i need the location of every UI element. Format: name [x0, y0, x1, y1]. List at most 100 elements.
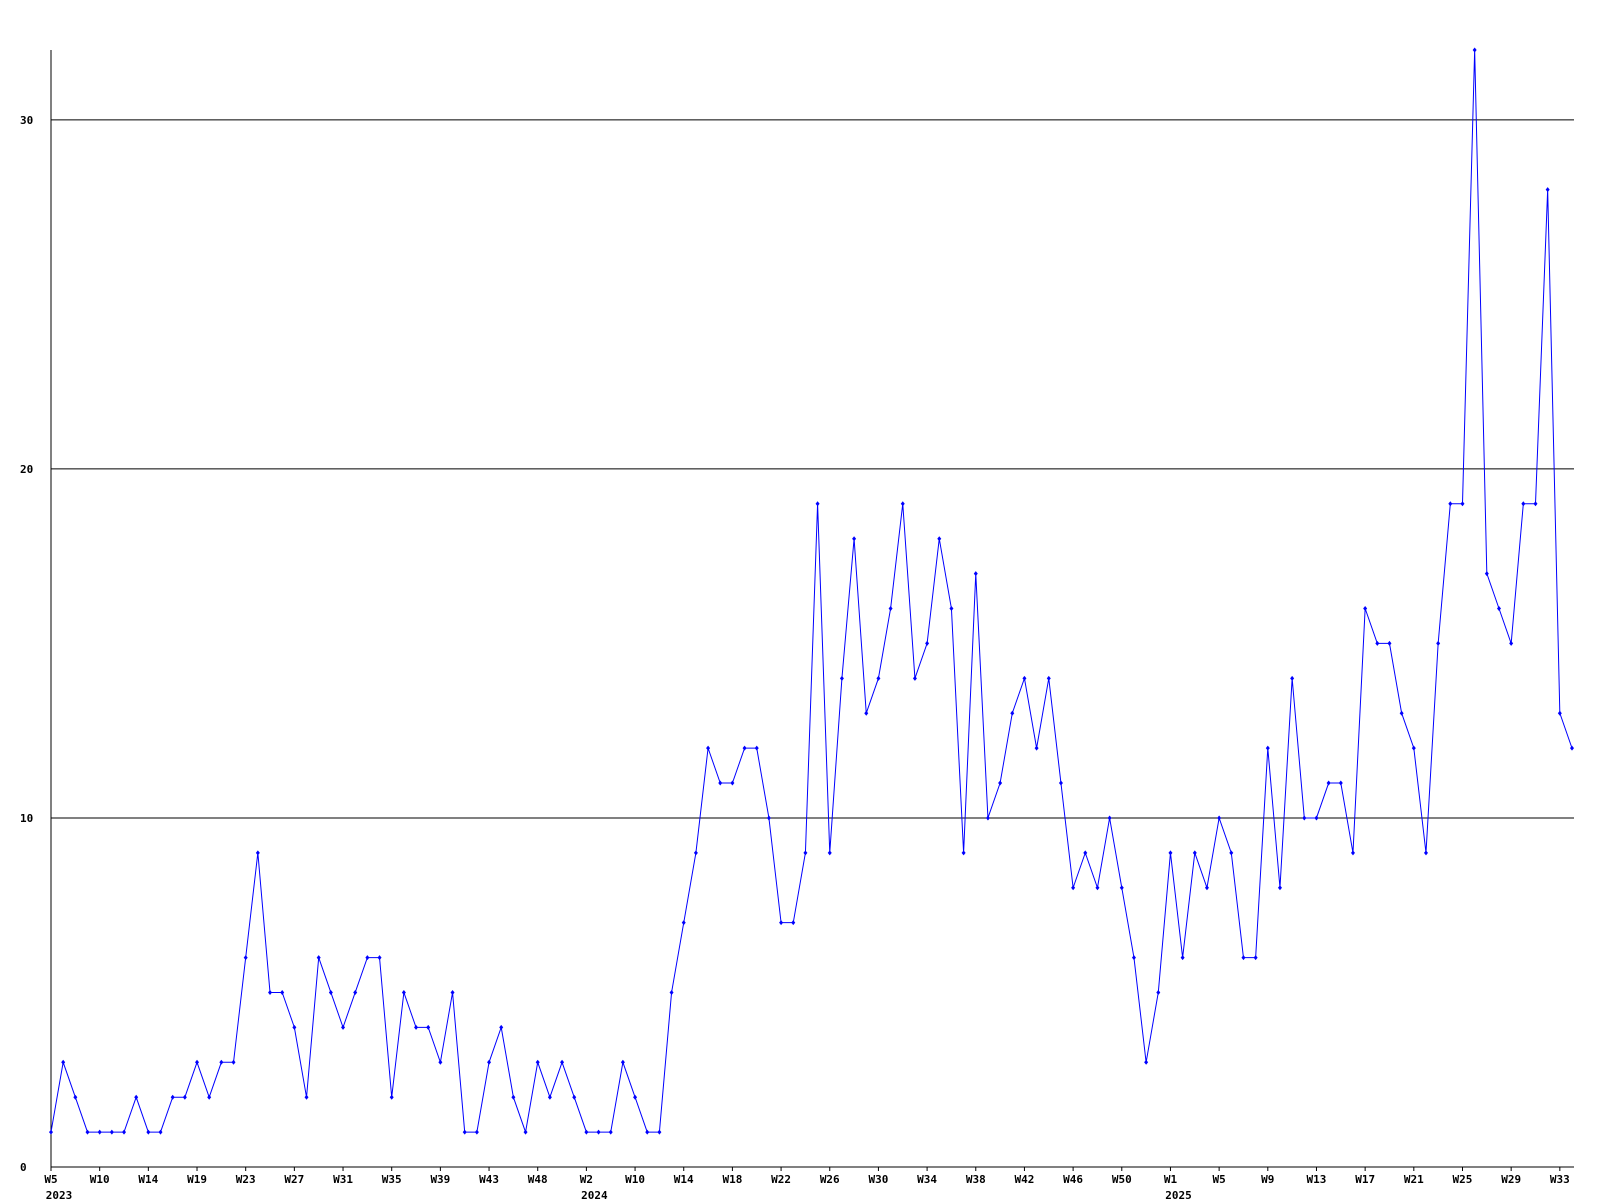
x-tick-label: W31: [333, 1173, 353, 1186]
data-point: [474, 1129, 479, 1135]
data-point: [1217, 815, 1222, 821]
data-point: [1071, 885, 1076, 891]
data-point: [146, 1129, 151, 1135]
data-point: [487, 1059, 492, 1065]
data-point: [389, 1094, 394, 1100]
data-point: [219, 1059, 224, 1065]
series-line: [50, 49, 1573, 1135]
data-point: [1326, 780, 1331, 786]
data-point: [1484, 571, 1489, 577]
data-point: [1277, 885, 1282, 891]
x-tick-label: W48: [528, 1173, 548, 1186]
data-point: [195, 1059, 200, 1065]
data-point: [1180, 955, 1185, 961]
data-point: [316, 955, 321, 961]
x-tick-label: W26: [820, 1173, 840, 1186]
data-point: [292, 1024, 297, 1030]
x-year-label: 2025: [1165, 1189, 1192, 1200]
data-point: [1034, 745, 1039, 751]
x-tick-label: W1: [1164, 1173, 1178, 1186]
data-point: [1083, 850, 1088, 856]
data-point: [681, 920, 686, 926]
data-point: [1557, 710, 1562, 716]
x-tick-label: W25: [1453, 1173, 1473, 1186]
data-point: [864, 710, 869, 716]
data-point: [207, 1094, 212, 1100]
data-point: [718, 780, 723, 786]
y-tick-label: 20: [20, 463, 33, 476]
data-point: [888, 606, 893, 611]
data-point: [1302, 815, 1307, 821]
data-point: [633, 1094, 638, 1100]
data-point: [949, 606, 954, 611]
data-point: [1241, 955, 1246, 961]
data-point: [973, 571, 978, 577]
x-tick-label: W34: [917, 1173, 937, 1186]
x-tick-label: W18: [722, 1173, 742, 1186]
data-point: [1290, 675, 1295, 681]
data-point: [791, 920, 796, 926]
x-tick-label: W21: [1404, 1173, 1424, 1186]
data-point: [109, 1129, 114, 1135]
data-point: [1131, 955, 1136, 961]
data-point: [134, 1094, 139, 1100]
x-tick-label: W14: [138, 1173, 158, 1186]
data-point: [1363, 606, 1368, 611]
data-point: [462, 1129, 467, 1135]
data-point: [1095, 885, 1100, 891]
data-point: [450, 989, 455, 995]
data-point: [900, 501, 905, 507]
data-point: [766, 815, 771, 821]
y-tick-label: 10: [20, 812, 33, 825]
data-point: [85, 1129, 90, 1135]
data-point: [328, 989, 333, 995]
data-point: [1570, 745, 1574, 751]
data-point: [1460, 501, 1465, 507]
data-point: [1144, 1059, 1149, 1065]
data-point: [596, 1129, 601, 1135]
data-point: [912, 675, 917, 681]
x-tick-label: W33: [1550, 1173, 1570, 1186]
x-tick-label: W43: [479, 1173, 499, 1186]
x-tick-label: W38: [966, 1173, 986, 1186]
data-point: [1545, 187, 1550, 193]
data-point: [401, 989, 406, 995]
data-point: [547, 1094, 552, 1100]
data-point: [170, 1094, 175, 1100]
x-tick-label: W30: [868, 1173, 888, 1186]
data-point: [852, 536, 857, 542]
data-point: [426, 1024, 431, 1030]
data-point: [49, 1129, 53, 1135]
data-point: [535, 1059, 540, 1065]
data-point: [937, 536, 942, 542]
data-point: [1411, 745, 1416, 751]
data-point: [620, 1059, 625, 1065]
x-tick-label: W9: [1261, 1173, 1274, 1186]
data-point: [1119, 885, 1124, 891]
data-point: [499, 1024, 504, 1030]
data-point: [1204, 885, 1209, 891]
data-point: [341, 1024, 346, 1030]
data-point: [1229, 850, 1234, 856]
data-point: [876, 675, 881, 681]
x-tick-label: W22: [771, 1173, 791, 1186]
data-point: [572, 1094, 577, 1100]
data-point: [1350, 850, 1355, 856]
data-point: [1423, 850, 1428, 856]
data-point: [365, 955, 370, 961]
data-point: [693, 850, 698, 856]
x-tick-label: W46: [1063, 1173, 1083, 1186]
x-tick-label: W50: [1112, 1173, 1132, 1186]
x-year-label: 2024: [581, 1189, 608, 1200]
data-point: [1156, 989, 1161, 995]
x-tick-label: W23: [236, 1173, 256, 1186]
data-point: [742, 745, 747, 751]
y-tick-label: 0: [20, 1161, 27, 1174]
data-point: [268, 989, 273, 995]
x-tick-label: W5: [1213, 1173, 1226, 1186]
data-point: [97, 1129, 102, 1135]
x-tick-label: W2: [580, 1173, 593, 1186]
x-tick-label: W35: [382, 1173, 402, 1186]
